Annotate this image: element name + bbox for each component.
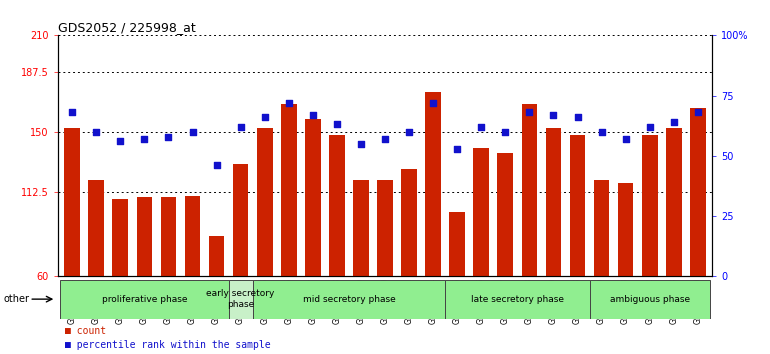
Bar [60,280,229,319]
Bar [253,280,445,319]
Point [644,124,656,130]
Bar [521,104,537,276]
Point [691,110,704,115]
Bar [445,280,590,319]
Point [66,110,79,115]
Point [259,114,271,120]
Text: early secretory
phase: early secretory phase [206,290,275,309]
Point [475,124,487,130]
Point [355,141,367,147]
Bar [185,196,200,276]
Point [114,138,126,144]
Bar [161,198,176,276]
Point [668,119,680,125]
Bar [377,180,393,276]
Bar [257,129,273,276]
Point [379,136,391,142]
Point [283,100,295,105]
Point [427,100,439,105]
Bar [65,129,80,276]
Bar [209,236,224,276]
Text: ■ percentile rank within the sample: ■ percentile rank within the sample [65,340,271,350]
Point [139,136,151,142]
Bar [281,104,296,276]
Bar [229,280,253,319]
Point [451,146,464,152]
Bar [546,129,561,276]
Point [595,129,608,135]
Bar [329,135,345,276]
Bar [305,119,320,276]
Text: proliferative phase: proliferative phase [102,295,187,304]
Point [306,112,319,118]
Point [524,110,536,115]
Bar [594,180,609,276]
Bar [112,199,128,276]
Point [571,114,584,120]
Text: mid secretory phase: mid secretory phase [303,295,395,304]
Point [90,129,102,135]
Bar [233,164,249,276]
Bar [618,183,634,276]
Point [403,129,415,135]
Bar [89,180,104,276]
Point [162,134,175,139]
Point [186,129,199,135]
Point [547,112,560,118]
Text: GDS2052 / 225998_at: GDS2052 / 225998_at [58,21,196,34]
Text: ■ count: ■ count [65,326,106,336]
Point [234,124,246,130]
Bar [690,108,705,276]
Point [210,162,223,168]
Bar [570,135,585,276]
Bar [401,169,417,276]
Point [619,136,631,142]
Bar [666,129,681,276]
Point [330,122,343,127]
Bar [590,280,710,319]
Bar [425,92,441,276]
Text: other: other [4,294,30,304]
Text: late secretory phase: late secretory phase [470,295,564,304]
Text: ambiguous phase: ambiguous phase [610,295,690,304]
Bar [450,212,465,276]
Bar [136,198,152,276]
Point [499,129,511,135]
Bar [497,153,513,276]
Bar [353,180,369,276]
Bar [474,148,489,276]
Bar [642,135,658,276]
